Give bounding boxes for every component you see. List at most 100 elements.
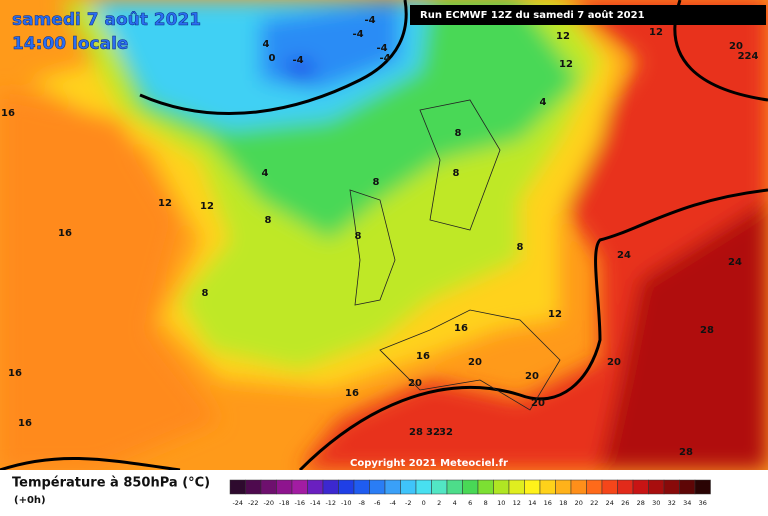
legend-swatch (462, 479, 479, 495)
legend-swatch (400, 479, 417, 495)
contour-label: 4 (262, 168, 269, 179)
contour-label: 12 (556, 31, 570, 42)
contour-label: -4 (352, 29, 363, 40)
contour-label: 28 (409, 427, 423, 438)
contour-label: 224 (738, 51, 759, 62)
copyright: Copyright 2021 Meteociel.fr (350, 458, 508, 469)
contour-label: 32 (439, 427, 453, 438)
legend-tick-label: 34 (683, 499, 691, 507)
contour-label: 4 (540, 97, 547, 108)
legend-swatch (307, 479, 324, 495)
legend-tick-label: 4 (453, 499, 457, 507)
legend-tick-label: 16 (544, 499, 552, 507)
legend-swatch (477, 479, 494, 495)
legend-tick-label: -14 (310, 499, 321, 507)
contour-label: 16 (454, 323, 468, 334)
contour-label: 12 (649, 27, 663, 38)
legend-swatch (617, 479, 634, 495)
legend-tick-label: -2 (405, 499, 411, 507)
legend-swatch (276, 479, 293, 495)
legend-swatch (679, 479, 696, 495)
contour-label: 24 (617, 250, 631, 261)
legend-swatch (555, 479, 572, 495)
legend-tick-label: 26 (621, 499, 629, 507)
contour-label: 8 (355, 231, 362, 242)
legend-tick-label: -6 (374, 499, 380, 507)
legend-swatch (384, 479, 401, 495)
legend-tick-label: 8 (484, 499, 488, 507)
legend-tick-label: -22 (248, 499, 259, 507)
contour-label: 20 (408, 378, 422, 389)
legend-tick-label: 28 (637, 499, 645, 507)
contour-label: 0 (269, 53, 276, 64)
legend-swatch (369, 479, 386, 495)
legend-swatch (508, 479, 525, 495)
legend-swatch (632, 479, 649, 495)
contour-label: 16 (1, 108, 15, 119)
date-label: samedi 7 août 2021 (12, 10, 201, 30)
legend-swatch (601, 479, 618, 495)
legend-swatch (493, 479, 510, 495)
legend-subtitle: (+0h) (14, 495, 46, 506)
contour-label: 12 (559, 59, 573, 70)
legend-swatch (353, 479, 370, 495)
legend-tick-label: -4 (390, 499, 396, 507)
legend-tick-label: 32 (668, 499, 676, 507)
legend-swatch (570, 479, 587, 495)
legend-tick-label: -12 (325, 499, 336, 507)
legend-tick-label: 30 (652, 499, 660, 507)
legend-tick-label: -24 (232, 499, 243, 507)
legend-tick-label: 12 (513, 499, 521, 507)
contour-label: 8 (517, 242, 524, 253)
contour-label: 8 (455, 128, 462, 139)
contour-label: 8 (453, 168, 460, 179)
map-field (0, 0, 768, 472)
legend-swatch (446, 479, 463, 495)
legend-tick-label: 22 (590, 499, 598, 507)
legend-title: Température à 850hPa (°C) (12, 476, 210, 491)
contour-label: 8 (202, 288, 209, 299)
legend-swatch (245, 479, 262, 495)
contour-label: 20 (468, 357, 482, 368)
legend-swatch (539, 479, 556, 495)
contour-label: 24 (728, 257, 742, 268)
contour-label: 16 (416, 351, 430, 362)
legend-swatch (415, 479, 432, 495)
contour-label: 8 (265, 215, 272, 226)
contour-label: 12 (158, 198, 172, 209)
legend-swatch (586, 479, 603, 495)
legend-tick-label: 14 (528, 499, 536, 507)
legend-swatch (260, 479, 277, 495)
legend-tick-label: -8 (359, 499, 365, 507)
legend-tick-label: 6 (468, 499, 472, 507)
contour-label: -4 (292, 55, 303, 66)
legend-tick-label: 0 (422, 499, 426, 507)
run-label: Run ECMWF 12Z du samedi 7 août 2021 (420, 9, 645, 21)
contour-label: 16 (8, 368, 22, 379)
legend-swatch (663, 479, 680, 495)
contour-label: 20 (607, 357, 621, 368)
contour-label: 8 (373, 177, 380, 188)
legend-tick-label: 18 (559, 499, 567, 507)
legend-swatch (291, 479, 308, 495)
legend-swatch (431, 479, 448, 495)
contour-label: -4 (364, 15, 375, 26)
contour-label: 20 (729, 41, 743, 52)
contour-label: 16 (18, 418, 32, 429)
legend-swatch (524, 479, 541, 495)
legend-tick-label: 20 (575, 499, 583, 507)
contour-label: 20 (525, 371, 539, 382)
legend-tick-label: 10 (497, 499, 505, 507)
contour-label: 12 (548, 309, 562, 320)
run-banner (410, 5, 766, 25)
contour-label: 28 (679, 447, 693, 458)
legend-swatch (694, 479, 711, 495)
legend-swatch (322, 479, 339, 495)
legend-tick-label: -20 (263, 499, 274, 507)
legend-swatch (229, 479, 246, 495)
contour-label: 12 (200, 201, 214, 212)
legend-tick-label: 36 (699, 499, 707, 507)
contour-label: 20 (531, 398, 545, 409)
